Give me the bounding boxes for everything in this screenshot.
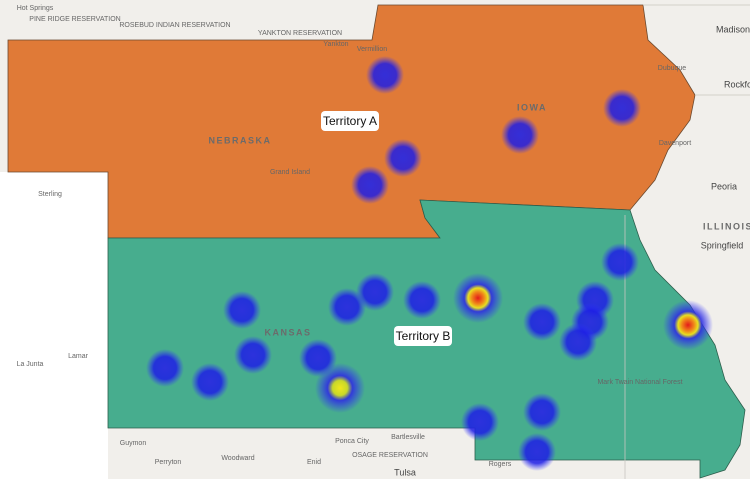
place-label: Springfield bbox=[701, 240, 744, 250]
heat-spot bbox=[191, 363, 229, 401]
heat-spot bbox=[501, 116, 539, 154]
heat-spot bbox=[518, 433, 556, 471]
place-label: Sterling bbox=[38, 191, 62, 198]
place-label: Rockford bbox=[724, 79, 750, 89]
heat-spot bbox=[559, 323, 597, 361]
place-label: Bartlesville bbox=[391, 434, 425, 441]
heat-spot bbox=[366, 56, 404, 94]
label-box bbox=[321, 111, 379, 131]
heat-spot bbox=[146, 349, 184, 387]
place-label: Lamar bbox=[68, 353, 89, 360]
place-label: Davenport bbox=[659, 140, 691, 147]
place-label: ROSEBUD INDIAN RESERVATION bbox=[119, 22, 230, 29]
heat-spot bbox=[601, 243, 639, 281]
territory-label: Territory B bbox=[396, 329, 451, 343]
state-label: KANSAS bbox=[264, 327, 311, 337]
state-label: IOWA bbox=[517, 102, 547, 112]
state-label: NEBRASKA bbox=[208, 135, 271, 145]
place-label: Guymon bbox=[120, 440, 147, 447]
place-label: PINE RIDGE RESERVATION bbox=[29, 16, 120, 23]
place-label: Hot Springs bbox=[17, 5, 54, 12]
heat-spot bbox=[356, 273, 394, 311]
state-label: ILLINOIS bbox=[703, 221, 750, 231]
place-label: Peoria bbox=[711, 181, 737, 191]
place-label: Perryton bbox=[155, 459, 182, 466]
place-label: La Junta bbox=[17, 361, 44, 368]
heat-spot bbox=[328, 288, 366, 326]
place-label: Tulsa bbox=[394, 467, 416, 477]
heat-spot bbox=[453, 273, 503, 323]
heat-spot bbox=[384, 139, 422, 177]
place-label: Woodward bbox=[221, 455, 254, 462]
territory-a-label: Territory A bbox=[321, 111, 379, 131]
place-label: Mark Twain National Forest bbox=[597, 379, 682, 386]
place-label: Enid bbox=[307, 459, 321, 466]
territory-b-label: Territory B bbox=[394, 326, 452, 346]
heat-spot bbox=[315, 363, 365, 413]
heat-spot bbox=[663, 300, 713, 350]
heat-spot bbox=[523, 303, 561, 341]
heat-spot bbox=[223, 291, 261, 329]
heat-spot bbox=[461, 403, 499, 441]
heat-spot bbox=[403, 281, 441, 319]
place-label: Madison bbox=[716, 24, 750, 34]
place-label: Vermillion bbox=[357, 46, 387, 53]
place-label: Dubuque bbox=[658, 65, 687, 72]
place-label: YANKTON RESERVATION bbox=[258, 30, 342, 37]
place-label: Grand Island bbox=[270, 169, 310, 176]
heat-layer bbox=[146, 56, 713, 471]
label-box bbox=[394, 326, 452, 346]
territory-label: Territory A bbox=[323, 114, 377, 128]
heat-spot bbox=[351, 166, 389, 204]
place-label: OSAGE RESERVATION bbox=[352, 452, 428, 459]
place-label: Ponca City bbox=[335, 438, 369, 445]
place-label: Rogers bbox=[489, 461, 512, 468]
colorado bbox=[0, 172, 108, 479]
place-label: Yankton bbox=[323, 41, 348, 48]
heat-spot bbox=[234, 336, 272, 374]
heat-spot bbox=[523, 393, 561, 431]
heat-spot bbox=[603, 89, 641, 127]
